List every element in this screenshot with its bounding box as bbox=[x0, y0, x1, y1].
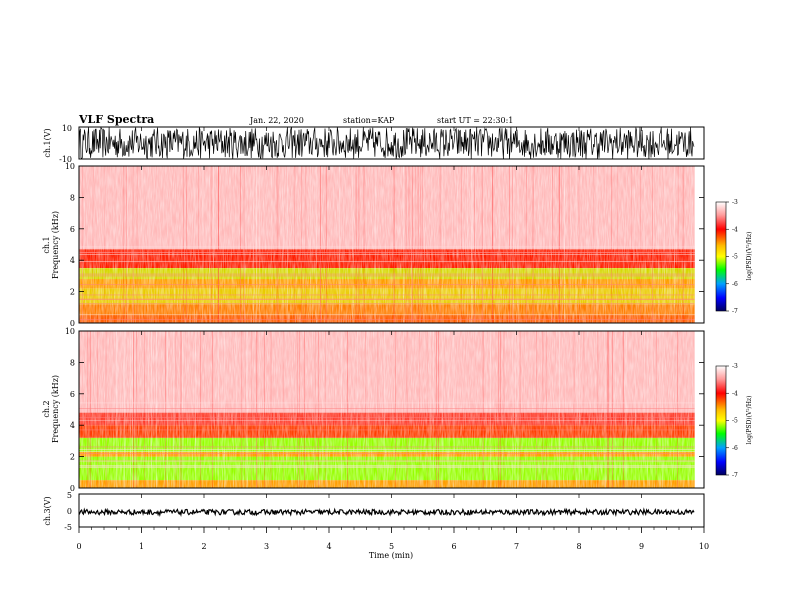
ch2-ytick-label: 8 bbox=[70, 358, 75, 367]
ch1-ytick-label: 8 bbox=[70, 193, 75, 202]
ch2-spectrogram-lines bbox=[79, 331, 695, 488]
ch1-spectrogram-panel: ch.1 Frequency (kHz) 0 2 4 6 8 10 -3 -4 -5 -6 -7 … bbox=[42, 162, 753, 328]
ch1-spec-label-line1: ch.1 bbox=[42, 236, 51, 253]
ch2-colorbar: -3 -4 -5 -6 -7 log(PSD)(V²/Hz) bbox=[715, 363, 753, 479]
ch3-axis-label: ch.3(V) bbox=[43, 496, 52, 525]
ch1-colorbar-tick-label: -6 bbox=[732, 281, 738, 288]
ch1-tick-top: 10 bbox=[62, 124, 72, 133]
date-label: Jan. 22, 2020 bbox=[249, 116, 304, 125]
ch2-colorbar-tick-label: -7 bbox=[732, 472, 738, 479]
ch1-ytick-label: 2 bbox=[70, 288, 75, 297]
ch2-colorbar-scale bbox=[715, 365, 727, 476]
ch3-tick-mid: 0 bbox=[67, 507, 72, 516]
ch3-tick-top: 5 bbox=[67, 491, 72, 500]
ch1-colorbar-tick-label: -4 bbox=[732, 226, 738, 233]
ch2-ytick-label: 0 bbox=[70, 484, 75, 493]
ch1-colorbar-label: log(PSD)(V²/Hz) bbox=[746, 232, 753, 281]
ch2-colorbar-label: log(PSD)(V²/Hz) bbox=[746, 396, 753, 445]
x-tick-label: 3 bbox=[264, 542, 269, 551]
x-tick-label: 7 bbox=[514, 542, 519, 551]
ch1-tick-bottom: -10 bbox=[59, 155, 72, 164]
ch3-waveform-panel: ch.3(V) 5 0 -5 0 1 2 3 4 5 6 7 8 9 10 Time (min) bbox=[43, 127, 709, 560]
ch3-tick-bottom: -5 bbox=[64, 523, 72, 532]
x-tick-label: 2 bbox=[201, 542, 206, 551]
ch2-spec-label-line2: Frequency (kHz) bbox=[51, 375, 60, 443]
ch1-ytick-label: 4 bbox=[70, 256, 75, 265]
x-tick-label: 4 bbox=[326, 542, 331, 551]
ch1-colorbar-tick-label: -5 bbox=[732, 254, 738, 261]
station-label: station=KAP bbox=[343, 116, 395, 125]
x-tick-label: 9 bbox=[639, 542, 644, 551]
ch2-ytick-label: 10 bbox=[65, 327, 75, 336]
ch2-colorbar-tick-label: -6 bbox=[732, 445, 738, 452]
x-tick-label: 0 bbox=[76, 542, 81, 551]
x-tick-label: 6 bbox=[451, 542, 456, 551]
x-tick-label: 10 bbox=[699, 542, 709, 551]
x-axis-label: Time (min) bbox=[369, 551, 413, 560]
ch1-colorbar-tick-label: -3 bbox=[732, 199, 738, 206]
ch1-colorbar: -3 -4 -5 -6 -7 log(PSD)(V²/Hz) bbox=[715, 199, 753, 315]
ch3-waveform-line bbox=[78, 507, 695, 518]
x-tick-label: 5 bbox=[389, 542, 394, 551]
ch1-waveform-panel: ch.1(V) 10 -10 bbox=[43, 124, 705, 164]
figure-title: VLF Spectra bbox=[78, 113, 154, 126]
ch2-colorbar-tick-label: -3 bbox=[732, 363, 738, 370]
ch2-ytick-label: 6 bbox=[70, 390, 75, 399]
ch1-signal bbox=[78, 126, 695, 160]
ch1-ytick-label: 10 bbox=[65, 162, 75, 171]
ch3-signal bbox=[78, 507, 695, 518]
ch1-ytick-label: 0 bbox=[70, 319, 75, 328]
ch2-colorbar-tick-label: -4 bbox=[732, 390, 738, 397]
ch1-spectrogram-lines bbox=[79, 166, 695, 323]
ch2-spectrogram-panel: ch.2 Frequency (kHz) 0 2 4 6 8 10 -3 -4 -5 -6 -7 … bbox=[42, 327, 753, 493]
x-tick-label: 1 bbox=[139, 542, 144, 551]
start-time-label: start UT = 22:30:1 bbox=[437, 116, 513, 125]
ch1-colorbar-tick-label: -7 bbox=[732, 308, 738, 315]
ch1-ytick-label: 6 bbox=[70, 225, 75, 234]
ch1-axis-label: ch.1(V) bbox=[43, 128, 52, 157]
ch2-colorbar-tick-label: -5 bbox=[732, 418, 738, 425]
x-tick-label: 8 bbox=[576, 542, 581, 551]
ch1-colorbar-scale bbox=[715, 201, 727, 312]
ch2-spectrogram-speckle bbox=[79, 331, 694, 488]
ch2-spec-label-line1: ch.2 bbox=[42, 400, 51, 417]
ch1-spectrogram-speckle bbox=[79, 166, 694, 323]
ch1-waveform-line bbox=[78, 126, 695, 160]
ch2-ytick-label: 4 bbox=[70, 421, 75, 430]
ch1-spec-label-line2: Frequency (kHz) bbox=[51, 211, 60, 279]
ch2-ytick-label: 2 bbox=[70, 453, 75, 462]
